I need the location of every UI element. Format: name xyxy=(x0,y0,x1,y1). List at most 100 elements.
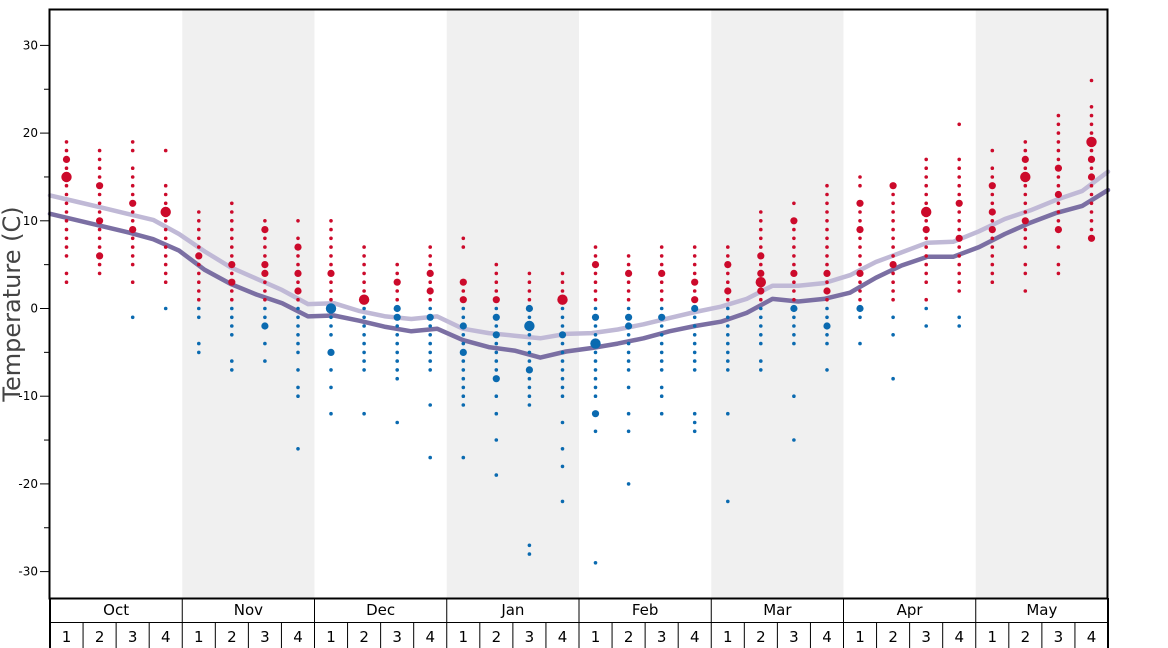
warm-dot xyxy=(428,245,433,249)
warm-dot xyxy=(130,166,135,170)
cold-dot xyxy=(957,324,961,328)
cold-dot xyxy=(393,304,401,313)
warm-dot xyxy=(792,236,796,241)
cold-dot xyxy=(626,306,631,311)
cold-dot xyxy=(362,359,366,363)
cold-dot xyxy=(626,429,631,434)
warm-dot xyxy=(757,252,765,260)
warm-dot xyxy=(891,280,895,285)
cold-dot xyxy=(197,350,201,355)
warm-dot xyxy=(858,236,862,241)
warm-dot xyxy=(358,294,370,305)
warm-dot xyxy=(1089,210,1094,214)
cold-dot xyxy=(825,341,829,346)
cold-dot xyxy=(461,333,466,337)
week-label: 3 xyxy=(657,628,667,646)
warm-dot xyxy=(1087,155,1096,163)
warm-dot xyxy=(195,252,203,260)
warm-dot xyxy=(856,269,864,277)
warm-dot xyxy=(362,271,366,276)
cold-dot xyxy=(296,341,300,346)
warm-dot xyxy=(64,254,69,258)
cold-dot xyxy=(692,341,697,346)
warm-dot xyxy=(825,183,829,188)
warm-dot xyxy=(726,280,730,285)
warm-dot xyxy=(990,219,995,223)
warm-dot xyxy=(856,199,864,207)
warm-dot xyxy=(228,261,236,269)
warm-dot xyxy=(428,297,433,302)
cold-dot xyxy=(692,420,697,425)
warm-dot xyxy=(924,166,928,170)
warm-dot xyxy=(924,192,928,197)
warm-dot xyxy=(957,122,961,127)
cold-dot xyxy=(197,315,201,320)
cold-dot xyxy=(560,324,565,328)
warm-dot xyxy=(692,245,697,249)
month-shade-jan xyxy=(446,10,579,598)
week-label: 3 xyxy=(789,628,799,646)
warm-dot xyxy=(163,183,168,188)
cold-dot xyxy=(759,341,763,346)
month-label-may: May xyxy=(1026,601,1057,619)
warm-dot xyxy=(163,245,168,249)
warm-dot xyxy=(659,289,664,293)
warm-dot xyxy=(759,227,763,232)
cold-dot xyxy=(525,304,534,313)
cold-dot xyxy=(593,359,598,363)
cold-dot xyxy=(825,368,829,372)
warm-dot xyxy=(924,157,928,162)
week-label: 2 xyxy=(1021,628,1031,646)
warm-dot xyxy=(990,166,995,170)
cold-dot xyxy=(659,333,664,337)
warm-dot xyxy=(1023,148,1028,153)
warm-dot xyxy=(957,280,961,285)
cold-dot xyxy=(692,359,697,363)
cold-dot xyxy=(362,306,366,311)
warm-dot xyxy=(163,254,168,258)
cold-dot xyxy=(558,331,567,339)
warm-dot xyxy=(64,140,69,144)
warm-dot xyxy=(825,280,829,285)
warm-dot xyxy=(988,182,996,190)
cold-dot xyxy=(362,368,366,372)
warm-dot xyxy=(990,236,995,241)
cold-dot xyxy=(591,410,600,418)
warm-dot xyxy=(230,245,234,249)
warm-dot xyxy=(990,245,995,249)
cold-dot xyxy=(625,313,633,321)
warm-dot xyxy=(163,148,168,153)
warm-dot xyxy=(163,227,168,232)
warm-dot xyxy=(197,297,201,302)
warm-dot xyxy=(560,280,565,285)
warm-dot xyxy=(1089,113,1094,118)
warm-dot xyxy=(591,261,600,269)
cold-dot xyxy=(296,333,300,337)
cold-dot xyxy=(459,322,467,330)
cold-dot xyxy=(492,313,500,321)
warm-dot xyxy=(792,289,796,293)
warm-dot xyxy=(560,289,565,293)
warm-dot xyxy=(659,262,664,267)
cold-dot xyxy=(362,333,366,337)
warm-dot xyxy=(792,227,796,232)
warm-dot xyxy=(1089,105,1094,109)
warm-dot xyxy=(658,269,666,277)
cold-dot xyxy=(461,376,466,381)
warm-dot xyxy=(921,206,932,218)
warm-dot xyxy=(1020,171,1031,183)
month-label-oct: Oct xyxy=(103,601,129,619)
cold-dot xyxy=(527,403,532,407)
warm-dot xyxy=(395,297,400,302)
warm-dot xyxy=(593,297,598,302)
cold-dot xyxy=(395,324,400,328)
warm-dot xyxy=(461,245,466,249)
warm-dot xyxy=(1021,155,1029,163)
cold-dot xyxy=(792,394,796,399)
warm-dot xyxy=(1054,164,1062,172)
cold-dot xyxy=(461,341,466,346)
cold-dot xyxy=(692,333,697,337)
warm-dot xyxy=(891,297,895,302)
warm-dot xyxy=(296,254,300,258)
cold-dot xyxy=(726,350,730,355)
